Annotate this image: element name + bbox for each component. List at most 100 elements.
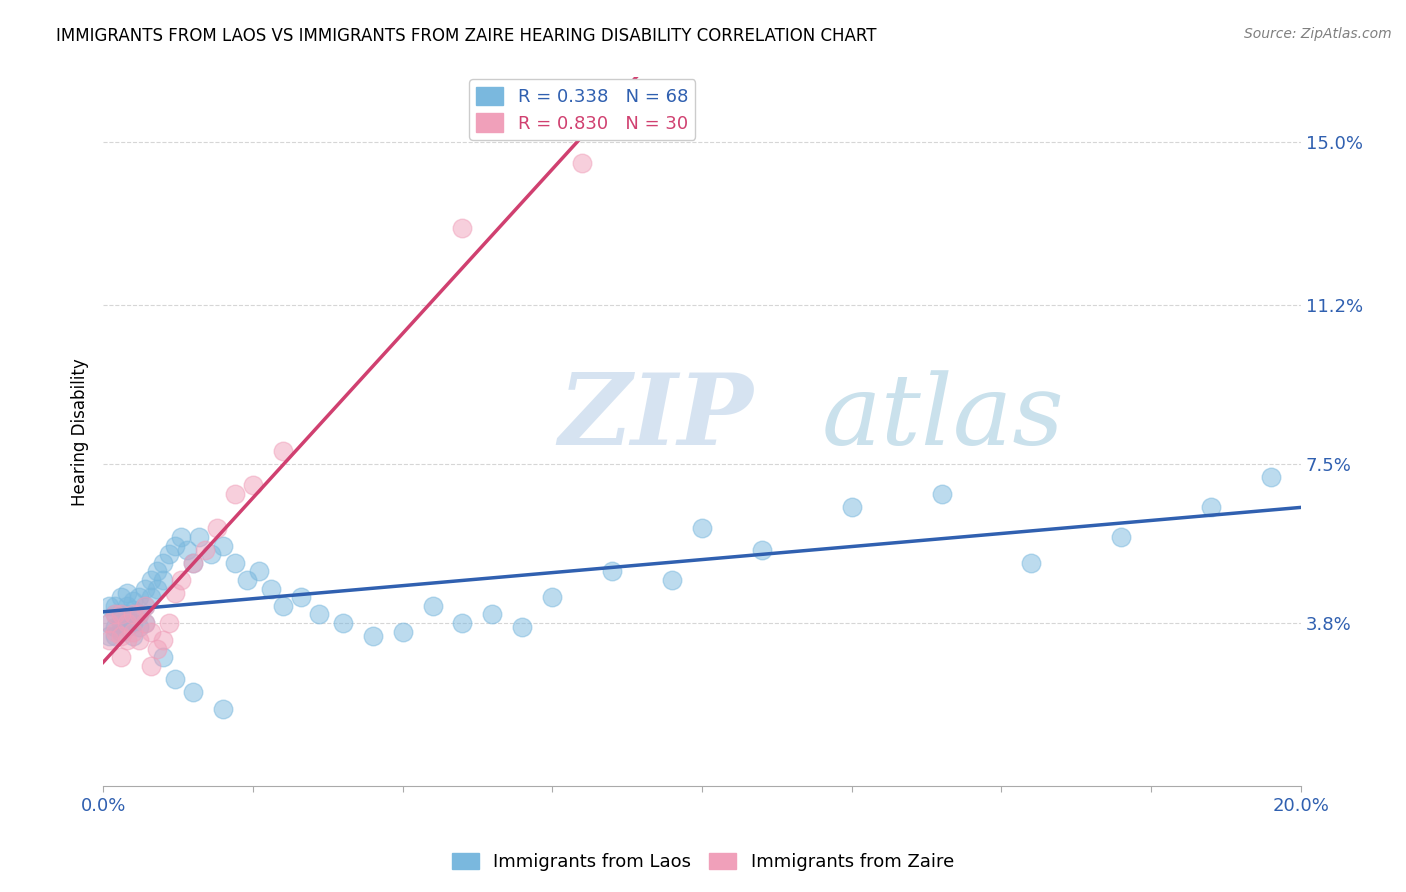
Point [260, 582, 283, 596]
Point [134, 582, 156, 596]
Point [481, 607, 503, 622]
Point [110, 624, 132, 639]
Point [170, 530, 193, 544]
Point [1021, 556, 1043, 570]
Text: IMMIGRANTS FROM LAOS VS IMMIGRANTS FROM ZAIRE HEARING DISABILITY CORRELATION CHA: IMMIGRANTS FROM LAOS VS IMMIGRANTS FROM … [56, 27, 877, 45]
Point [194, 542, 217, 557]
Point [841, 500, 863, 514]
Point [98, 615, 121, 630]
Point [110, 615, 132, 630]
Point [139, 590, 162, 604]
Point [115, 633, 138, 648]
Point [152, 650, 174, 665]
Point [332, 615, 354, 630]
Point [512, 620, 534, 634]
Point [541, 590, 564, 604]
Point [122, 615, 145, 630]
Point [152, 633, 174, 648]
Y-axis label: Hearing Disability: Hearing Disability [72, 358, 89, 506]
Point [422, 599, 444, 613]
Point [152, 573, 174, 587]
Point [163, 539, 186, 553]
Point [271, 444, 294, 458]
Point [181, 556, 204, 570]
Point [224, 487, 246, 501]
Point [146, 582, 169, 596]
Text: Source: ZipAtlas.com: Source: ZipAtlas.com [1244, 27, 1392, 41]
Point [157, 615, 180, 630]
Point [200, 547, 222, 561]
Point [247, 565, 270, 579]
Point [176, 542, 198, 557]
Point [98, 615, 121, 630]
Point [205, 521, 228, 535]
Point [122, 603, 145, 617]
Point [690, 521, 713, 535]
Point [122, 607, 145, 622]
Point [931, 487, 953, 501]
Legend: Immigrants from Laos, Immigrants from Zaire: Immigrants from Laos, Immigrants from Za… [444, 846, 962, 879]
Point [661, 573, 683, 587]
Point [170, 573, 193, 587]
Point [115, 599, 138, 613]
Point [110, 590, 132, 604]
Point [115, 607, 138, 622]
Point [451, 615, 474, 630]
Point [163, 586, 186, 600]
Point [98, 629, 121, 643]
Point [271, 599, 294, 613]
Point [181, 684, 204, 698]
Point [212, 702, 235, 716]
Point [110, 629, 132, 643]
Point [751, 542, 773, 557]
Point [134, 615, 156, 630]
Point [1260, 470, 1282, 484]
Point [308, 607, 330, 622]
Point [128, 620, 150, 634]
Point [361, 629, 384, 643]
Point [104, 629, 127, 643]
Text: ZIP: ZIP [558, 369, 754, 466]
Point [104, 599, 127, 613]
Point [163, 672, 186, 686]
Point [115, 615, 138, 630]
Point [188, 530, 211, 544]
Point [391, 624, 413, 639]
Point [104, 607, 127, 622]
Point [128, 633, 150, 648]
Point [181, 556, 204, 570]
Point [571, 156, 593, 170]
Legend: R = 0.338   N = 68, R = 0.830   N = 30: R = 0.338 N = 68, R = 0.830 N = 30 [470, 79, 696, 140]
Point [146, 641, 169, 656]
Point [115, 620, 138, 634]
Point [104, 624, 127, 639]
Point [110, 607, 132, 622]
Point [122, 629, 145, 643]
Point [134, 599, 156, 613]
Point [236, 573, 259, 587]
Point [104, 607, 127, 622]
Point [139, 659, 162, 673]
Point [134, 615, 156, 630]
Point [139, 624, 162, 639]
Point [110, 607, 132, 622]
Point [115, 586, 138, 600]
Point [1109, 530, 1132, 544]
Point [451, 220, 474, 235]
Point [1199, 500, 1222, 514]
Point [224, 556, 246, 570]
Point [290, 590, 312, 604]
Point [212, 539, 235, 553]
Point [242, 478, 264, 492]
Point [139, 573, 162, 587]
Point [152, 556, 174, 570]
Point [600, 565, 623, 579]
Point [122, 594, 145, 608]
Point [122, 624, 145, 639]
Point [104, 620, 127, 634]
Point [128, 607, 150, 622]
Text: atlas: atlas [821, 370, 1064, 466]
Point [128, 590, 150, 604]
Point [146, 565, 169, 579]
Point [98, 599, 121, 613]
